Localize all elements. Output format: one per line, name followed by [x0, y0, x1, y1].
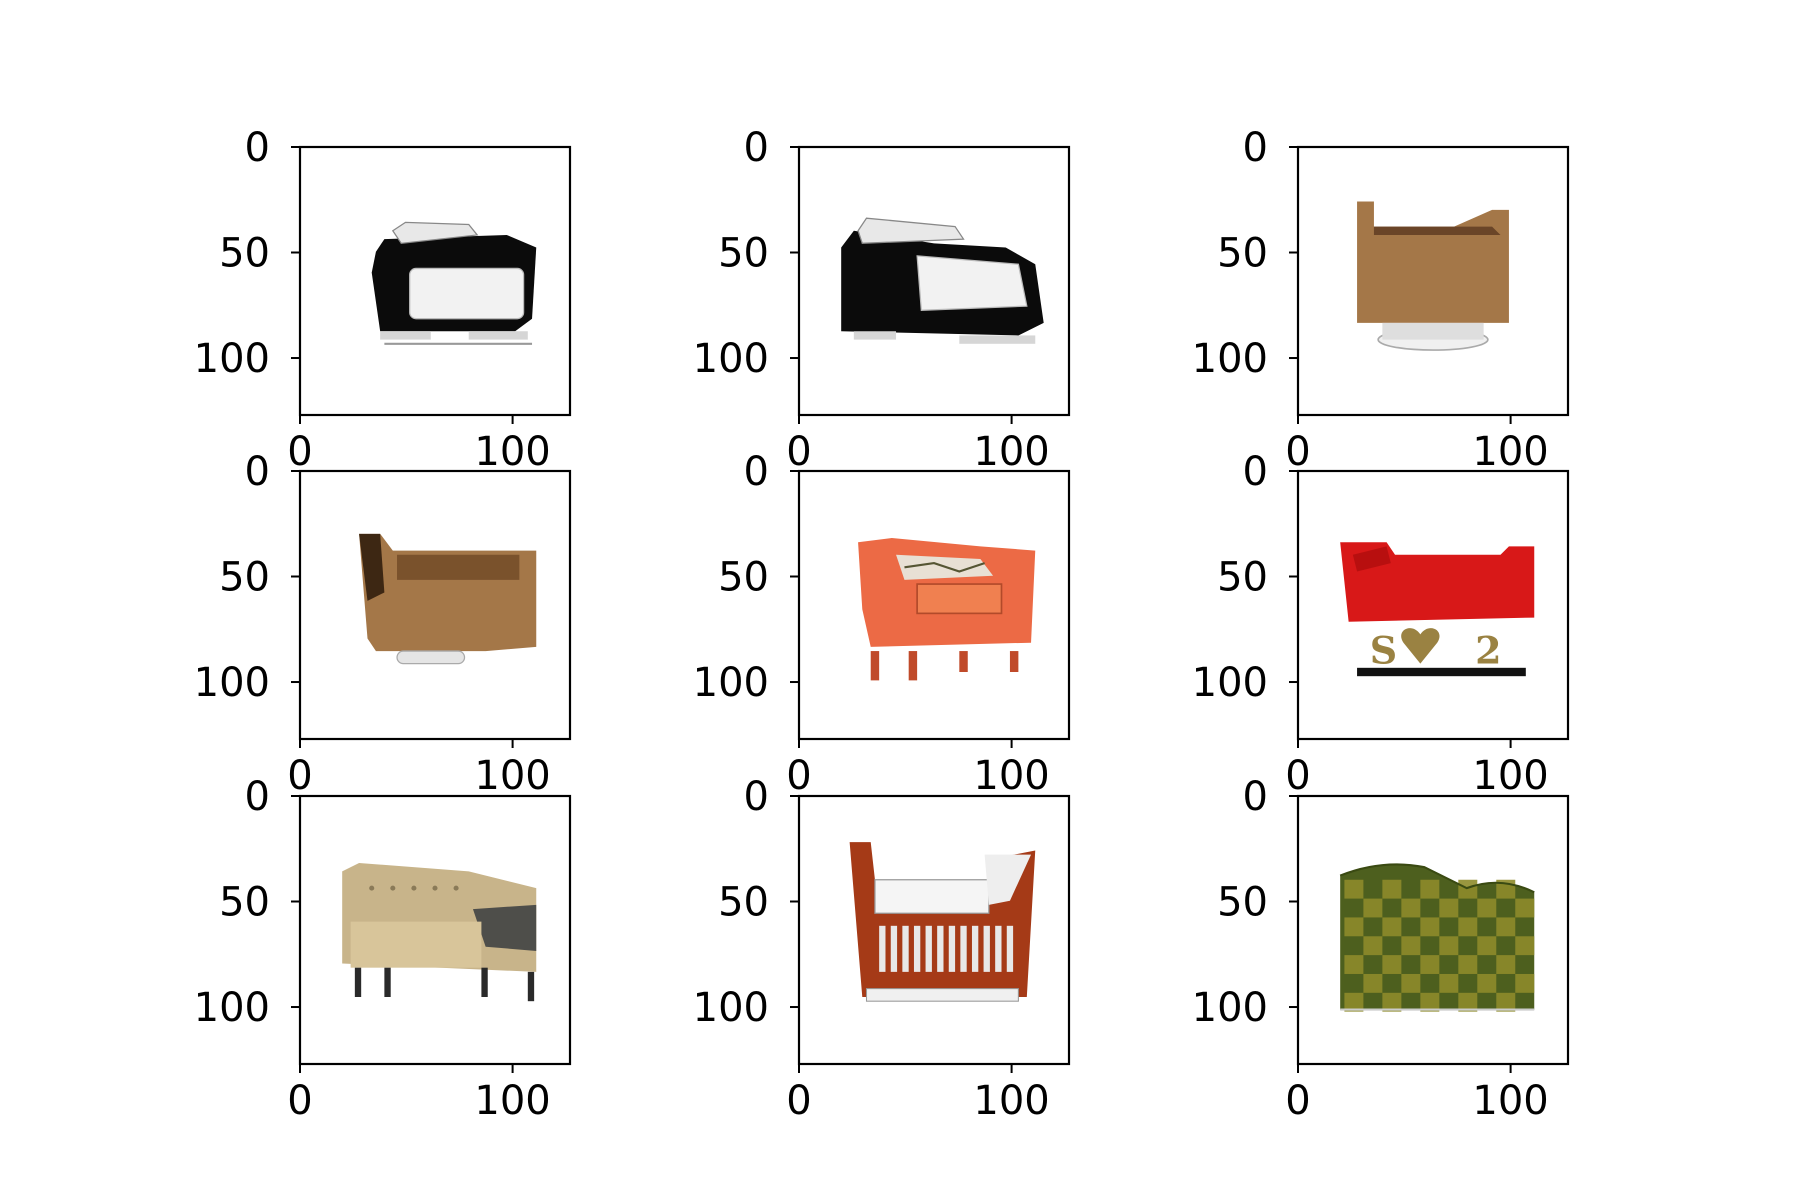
x-tick-label: 0: [287, 429, 312, 475]
x-tick-label: 0: [786, 1078, 811, 1124]
x-tick-label: 100: [1472, 1078, 1548, 1124]
x-tick-label: 0: [287, 1078, 312, 1124]
subplot-1: 0 50 100 0 100: [194, 125, 572, 475]
y-tick-label: 50: [1217, 231, 1268, 277]
y-tick-label: 100: [194, 660, 270, 706]
y-tick-label: 0: [1243, 774, 1268, 820]
x-tick-label: 100: [973, 429, 1049, 475]
y-tick-label: 0: [245, 125, 270, 171]
brown-armchair-side-view-image: [359, 533, 537, 665]
x-tick-label: 100: [474, 429, 550, 475]
y-tick-label: 50: [1217, 880, 1268, 926]
svg-text:S: S: [1370, 628, 1397, 673]
black-armchair-white-cushion-image: [371, 221, 537, 345]
orange-armchair-image: [858, 538, 1036, 681]
y-tick-label: 100: [693, 336, 769, 382]
red-wood-slatted-armchair-image: [849, 842, 1036, 1002]
y-tick-label: 100: [1192, 336, 1268, 382]
x-tick-label: 100: [474, 753, 550, 799]
x-tick-label: 100: [474, 1078, 550, 1124]
brown-armchair-back-view-image: [1357, 201, 1509, 351]
y-tick-label: 0: [1243, 125, 1268, 171]
subplot-4: 0 50 100 0 100: [194, 449, 572, 799]
y-tick-label: 50: [219, 231, 270, 277]
y-tick-label: 100: [194, 336, 270, 382]
svg-text:2: 2: [1475, 628, 1501, 673]
subplot-5: 0 50 100 0 100: [693, 449, 1071, 799]
y-tick-label: 50: [1217, 555, 1268, 601]
y-tick-label: 0: [744, 449, 769, 495]
black-armchair-white-cushion-rotated-image: [841, 217, 1044, 344]
y-tick-label: 0: [245, 449, 270, 495]
y-tick-label: 50: [219, 555, 270, 601]
subplot-9: 0 50 100 0 100: [1192, 774, 1570, 1124]
y-tick-label: 50: [718, 555, 769, 601]
subplot-2: 0 50 100 0 100: [693, 125, 1071, 475]
subplot-8: 0 50 100 0 100: [693, 774, 1071, 1124]
beige-tufted-sofa-image: [342, 863, 537, 1002]
x-tick-label: 0: [1285, 429, 1310, 475]
subplot-3: 0 50 100 0 100: [1192, 125, 1570, 475]
x-tick-label: 100: [1472, 753, 1548, 799]
x-tick-label: 100: [973, 753, 1049, 799]
y-tick-label: 100: [1192, 985, 1268, 1031]
green-checkered-armchair-image: [1339, 863, 1535, 1012]
x-tick-label: 0: [786, 429, 811, 475]
y-tick-label: 0: [1243, 449, 1268, 495]
x-tick-label: 0: [1285, 1078, 1310, 1124]
y-tick-label: 100: [693, 660, 769, 706]
x-tick-label: 0: [1285, 753, 1310, 799]
y-tick-label: 100: [693, 985, 769, 1031]
y-tick-label: 100: [1192, 660, 1268, 706]
y-tick-label: 50: [718, 880, 769, 926]
y-tick-label: 0: [744, 125, 769, 171]
x-tick-label: 100: [973, 1078, 1049, 1124]
x-tick-label: 0: [287, 753, 312, 799]
x-tick-label: 0: [786, 753, 811, 799]
y-tick-label: 50: [718, 231, 769, 277]
y-tick-label: 0: [245, 774, 270, 820]
x-tick-label: 100: [1472, 429, 1548, 475]
y-tick-label: 0: [744, 774, 769, 820]
y-tick-label: 100: [194, 985, 270, 1031]
y-tick-label: 50: [219, 880, 270, 926]
subplot-grid: 0 50 100 0 100 0 50 100 0 100 0 50 100 0 100 0 50 100 0 100…: [194, 125, 1570, 1124]
subplot-7: 0 50 100 0 100: [194, 774, 572, 1124]
